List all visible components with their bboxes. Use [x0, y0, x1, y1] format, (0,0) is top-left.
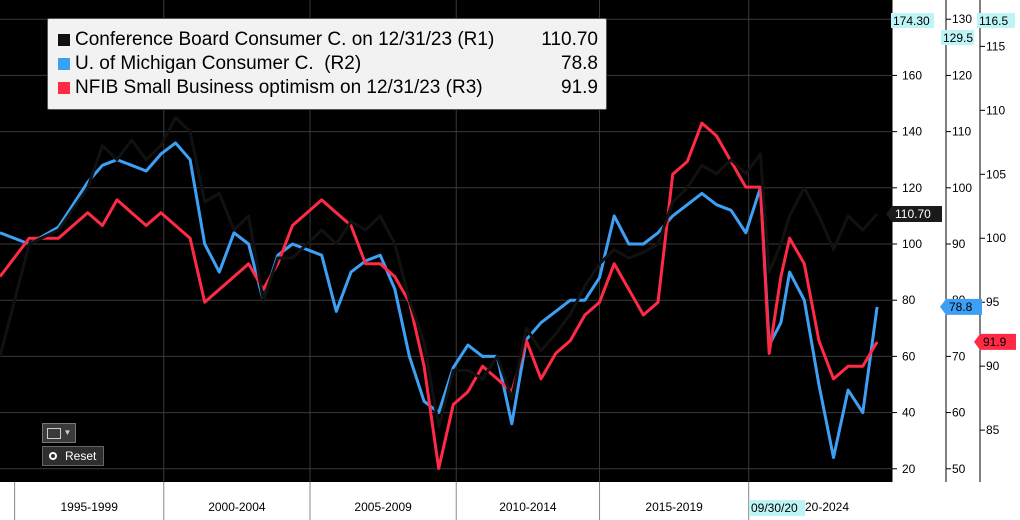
axis-tick-label-r1: 80	[902, 293, 916, 307]
axis-panel-background	[892, 0, 1020, 482]
x-tick-label: 2005-2009	[354, 500, 412, 514]
last-value-tag-r1-text: 110.70	[895, 207, 931, 221]
date-cursor-text: 09/30/20	[751, 501, 798, 515]
max-tag-r2-background	[941, 30, 974, 45]
x-tick-label: 2015-2019	[645, 500, 703, 514]
series-lines	[0, 116, 879, 470]
x-tick-label: 2000-2004	[208, 500, 266, 514]
axis-tick-label-r2: 120	[952, 68, 972, 82]
axis-tick-label-r3: 95	[986, 295, 1000, 309]
max-tag-r3-text: 116.5	[979, 14, 1008, 28]
date-cursor-label: 09/30/20	[749, 500, 805, 516]
axis-tick-label-r3: 105	[986, 167, 1006, 181]
axis-tick-label-r2: 130	[952, 12, 972, 26]
x-axis: 1995-1999 2000-2004 2005-2009 2010-2014 2015…	[14, 482, 850, 520]
series-line-conference-board-consumer-c	[0, 116, 879, 429]
axis-tick-label-r2: 110	[952, 125, 971, 139]
legend-swatch	[58, 82, 70, 94]
axis-tick-label-r2: 70	[952, 349, 966, 363]
legend-swatch	[58, 58, 70, 70]
last-value-tag-r1-background	[886, 205, 942, 222]
axis-tick-label-r3: 110	[986, 103, 1005, 117]
axis-tick-label-r3: 100	[986, 231, 1006, 245]
legend-item-nfib: NFIB Small Business optimism on 12/31/23…	[58, 76, 598, 100]
legend-value: 78.8	[561, 53, 598, 74]
axis-tick-label-r3: 90	[986, 359, 1000, 373]
axis-tick-label-r3: 115	[986, 39, 1005, 53]
legend-label: U. of Michigan Consumer C. (R2)	[75, 53, 362, 74]
reset-icon	[49, 452, 57, 460]
legend-label: NFIB Small Business optimism on 12/31/23…	[75, 77, 483, 98]
x-tick-label: 2010-2014	[499, 500, 557, 514]
last-value-tag-r2-background	[940, 298, 982, 315]
axis-tick-label-r1: 160	[902, 68, 922, 82]
axis-tick-label-r1: 120	[902, 181, 922, 195]
axis-tick-label-r2: 100	[952, 181, 972, 195]
axis-tick-label-r1: 140	[902, 125, 922, 139]
x-tick-label: 2020-2024	[792, 500, 850, 514]
max-tag-r3: 116.5	[977, 13, 1015, 28]
line-chart-icon	[46, 427, 61, 439]
legend: Conference Board Consumer C. on 12/31/23…	[47, 18, 607, 110]
chart-type-dropdown[interactable]: ▼	[42, 423, 76, 443]
max-tag-r1-text: 174.30	[893, 14, 930, 28]
x-tick-label: 1995-1999	[61, 500, 119, 514]
max-tag-r3-background	[977, 13, 1015, 28]
caret-down-icon: ▼	[63, 428, 72, 437]
last-value-tag-r2: 78.8	[940, 298, 982, 315]
value-tags: 174.30 129.5 116.5 110.70 78.8 91.9	[886, 13, 1016, 350]
last-value-tag-r2-text: 78.8	[949, 300, 973, 314]
legend-value: 110.70	[541, 29, 598, 50]
axis-tick-label-r1: 60	[902, 349, 916, 363]
legend-label: Conference Board Consumer C. on 12/31/23…	[75, 29, 495, 50]
reset-label: Reset	[65, 449, 97, 463]
date-cursor-background	[749, 500, 805, 516]
max-tag-r2: 129.5	[941, 30, 974, 45]
last-value-tag-r3: 91.9	[974, 333, 1016, 350]
axis-tick-label-r1: 100	[902, 237, 922, 251]
max-tag-r2-text: 129.5	[943, 31, 973, 45]
series-line-u-of-michigan-consumer-c	[0, 141, 879, 459]
axis-tick-label-r2: 60	[952, 406, 966, 420]
reset-button[interactable]: Reset	[42, 446, 104, 466]
legend-swatch	[58, 34, 70, 46]
x-axis-background	[0, 482, 1020, 520]
last-value-tag-r1: 110.70	[886, 205, 942, 222]
axis-tick-label-r2: 90	[952, 237, 966, 251]
axis-tick-label-r1: 20	[902, 462, 916, 476]
axis-tick-label-r2: 50	[952, 462, 966, 476]
legend-item-michigan: U. of Michigan Consumer C. (R2) 78.8	[58, 52, 598, 76]
axis-tick-label-r1: 40	[902, 406, 916, 420]
last-value-tag-r3-text: 91.9	[983, 335, 1007, 349]
last-value-tag-r3-background	[974, 333, 1016, 350]
legend-value: 91.9	[561, 77, 598, 98]
max-tag-r1-background	[891, 13, 934, 28]
legend-item-conference-board: Conference Board Consumer C. on 12/31/23…	[58, 28, 598, 52]
max-tag-r1: 174.30	[891, 13, 934, 28]
series-line-nfib-small-business-optimism	[0, 121, 879, 470]
axis-tick-label-r3: 85	[986, 423, 1000, 437]
